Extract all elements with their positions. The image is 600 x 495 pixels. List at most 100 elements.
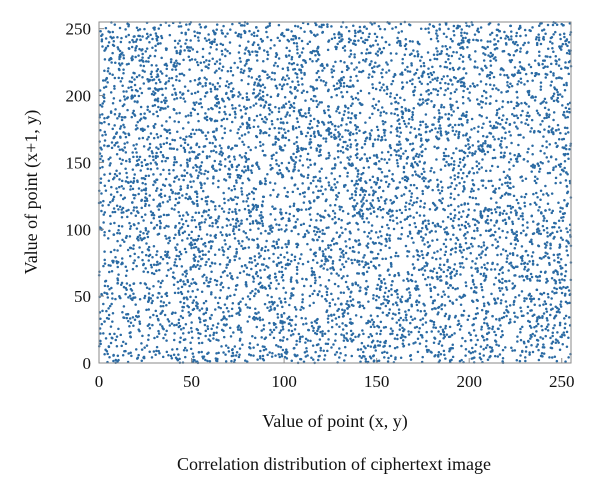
- data-point: [146, 77, 149, 81]
- data-point: [439, 168, 443, 171]
- data-point: [261, 200, 265, 203]
- data-point: [452, 29, 455, 33]
- data-point: [290, 176, 294, 179]
- data-point: [468, 91, 471, 94]
- data-point: [567, 60, 571, 64]
- data-point: [161, 279, 164, 283]
- data-point: [437, 146, 440, 150]
- data-point: [145, 242, 148, 245]
- data-point: [259, 217, 263, 220]
- data-point: [231, 22, 234, 26]
- data-point: [206, 284, 209, 288]
- data-point: [159, 215, 162, 218]
- data-point: [435, 57, 439, 61]
- data-point: [418, 153, 421, 156]
- data-point: [470, 274, 474, 277]
- data-point: [116, 117, 119, 120]
- data-point: [198, 23, 201, 26]
- data-point: [243, 30, 247, 34]
- data-point: [245, 217, 249, 221]
- data-point: [496, 245, 500, 248]
- data-point: [533, 334, 537, 337]
- data-point: [233, 110, 237, 114]
- data-point: [179, 144, 183, 147]
- data-point: [491, 184, 494, 188]
- data-point: [161, 304, 165, 308]
- data-point: [155, 69, 159, 73]
- data-point: [296, 89, 299, 92]
- data-point: [399, 298, 402, 301]
- data-point: [403, 178, 407, 182]
- data-point: [536, 196, 539, 199]
- data-point: [559, 37, 562, 41]
- data-point: [317, 189, 320, 193]
- data-point: [179, 45, 183, 48]
- data-point: [164, 81, 168, 84]
- data-point: [333, 203, 337, 207]
- data-point: [301, 293, 304, 296]
- data-point: [372, 257, 375, 260]
- data-point: [351, 102, 354, 105]
- data-point: [507, 269, 510, 272]
- data-point: [428, 23, 432, 26]
- data-point: [309, 218, 313, 222]
- data-point: [508, 193, 512, 196]
- data-point: [480, 334, 484, 338]
- data-point: [552, 33, 555, 36]
- data-point: [362, 196, 365, 199]
- data-point: [472, 317, 476, 321]
- data-point: [99, 332, 102, 335]
- data-point: [437, 311, 440, 314]
- data-point: [558, 76, 561, 79]
- data-point: [375, 287, 378, 291]
- data-point: [384, 120, 387, 124]
- data-point: [439, 248, 443, 251]
- data-point: [541, 337, 545, 340]
- data-point: [247, 246, 251, 249]
- data-point: [400, 81, 404, 84]
- data-point: [120, 162, 123, 166]
- data-point: [249, 169, 253, 172]
- data-point: [439, 225, 442, 229]
- data-point: [252, 187, 256, 190]
- data-point: [251, 289, 254, 293]
- data-point: [523, 299, 526, 303]
- data-point: [545, 244, 548, 247]
- data-point: [145, 286, 149, 289]
- data-point: [495, 201, 498, 204]
- data-point: [507, 160, 511, 164]
- data-point: [326, 105, 330, 108]
- data-point: [108, 304, 112, 308]
- data-point: [294, 156, 298, 159]
- data-point: [403, 122, 407, 126]
- data-point: [419, 139, 423, 142]
- data-point: [501, 219, 505, 222]
- data-point: [372, 97, 375, 101]
- data-point: [456, 175, 460, 179]
- data-point: [254, 312, 257, 315]
- data-point: [151, 155, 155, 158]
- data-point: [510, 141, 513, 145]
- data-point: [324, 209, 327, 212]
- data-point: [455, 269, 459, 273]
- data-point: [223, 110, 226, 114]
- data-point: [132, 261, 135, 265]
- data-point: [515, 34, 518, 38]
- data-point: [426, 240, 430, 244]
- data-point: [461, 95, 465, 99]
- data-point: [255, 270, 258, 274]
- data-point: [517, 27, 521, 31]
- data-point: [399, 316, 402, 320]
- data-point: [243, 264, 247, 267]
- data-point: [274, 354, 277, 357]
- data-point: [338, 174, 342, 178]
- data-point: [241, 96, 244, 100]
- data-point: [402, 345, 405, 348]
- data-point: [350, 162, 354, 165]
- data-point: [334, 332, 337, 336]
- data-point: [227, 350, 231, 353]
- data-point: [126, 180, 130, 184]
- data-point: [118, 172, 122, 175]
- data-point: [480, 252, 483, 255]
- data-point: [144, 227, 148, 230]
